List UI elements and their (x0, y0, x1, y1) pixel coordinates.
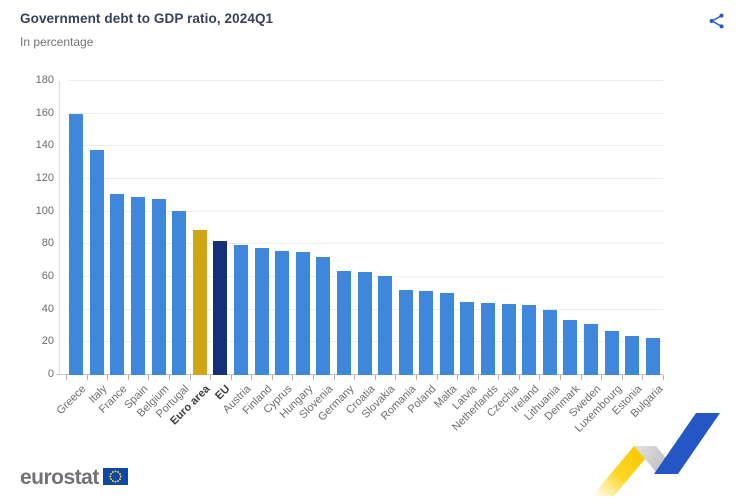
bar-eu[interactable] (213, 241, 228, 375)
chart-subtitle: In percentage (20, 35, 94, 49)
bar-poland[interactable] (419, 290, 434, 375)
x-axis-tick (415, 375, 417, 380)
x-axis-tick (107, 375, 109, 380)
share-nodes-icon (707, 13, 727, 34)
bar-belgium[interactable] (151, 198, 166, 375)
x-axis-tick (518, 375, 520, 380)
x-axis-tick (66, 375, 67, 380)
x-axis-tick (436, 375, 438, 380)
x-axis-tick (333, 375, 335, 380)
gridline (68, 145, 663, 147)
x-axis-tick (601, 375, 603, 380)
bar-slovenia[interactable] (316, 257, 331, 375)
bar-hungary[interactable] (295, 252, 310, 375)
eurostat-logo[interactable]: eurostat (20, 466, 128, 490)
bar-estonia[interactable] (625, 336, 640, 375)
x-axis-tick (292, 375, 294, 380)
x-axis-tick (621, 375, 623, 380)
x-axis-tick (663, 375, 664, 380)
y-axis-tick-label: 160 (35, 106, 54, 119)
y-axis-tick-label: 60 (41, 270, 54, 282)
bar-lithuania[interactable] (542, 309, 557, 375)
bar-slovakia[interactable] (378, 275, 393, 375)
y-axis-tick-label: 180 (35, 74, 54, 86)
y-axis-tick-label: 0 (47, 368, 54, 380)
bar-malta[interactable] (439, 292, 454, 375)
x-axis-tick (251, 375, 253, 380)
bar-greece[interactable] (69, 114, 84, 375)
x-axis-tick (642, 375, 644, 380)
bar-germany[interactable] (336, 271, 351, 375)
gridline (68, 178, 663, 179)
plot-area: 0 20 40 60 80 100 120 140 160 180 Greece Italy Franc… (36, 75, 666, 435)
bar-cyprus[interactable] (275, 251, 290, 375)
x-axis-tick (457, 375, 459, 380)
bar-croatia[interactable] (357, 271, 372, 375)
bar-latvia[interactable] (460, 302, 475, 375)
bar-czechia[interactable] (501, 303, 516, 375)
x-axis-tick (313, 375, 315, 380)
y-axis-tick-label: 140 (35, 139, 54, 152)
gridline (68, 80, 663, 81)
bar-bulgaria[interactable] (645, 337, 660, 375)
y-axis-line (59, 81, 60, 375)
bar-romania[interactable] (398, 290, 413, 375)
y-axis-tick-label: 20 (41, 335, 54, 348)
page-title: Government debt to GDP ratio, 2024Q1 (20, 11, 274, 26)
eurostat-ribbon-graphic (590, 384, 740, 504)
bar-ireland[interactable] (522, 304, 537, 375)
x-axis-tick (210, 375, 212, 380)
y-axis-tick-label: 80 (41, 237, 54, 250)
x-axis-tick (580, 375, 582, 380)
bar-france[interactable] (110, 194, 125, 375)
bar-spain[interactable] (131, 197, 146, 375)
x-axis-tick (168, 375, 170, 380)
bar-euro-area[interactable] (192, 230, 207, 375)
gridline (68, 243, 663, 245)
gridline (68, 210, 663, 212)
x-axis-tick (477, 375, 479, 380)
bar-italy[interactable] (89, 150, 104, 375)
eu-flag-icon (102, 468, 128, 488)
bar-netherlands[interactable] (481, 303, 496, 375)
x-axis-tick (374, 375, 376, 380)
bar-sweden[interactable] (583, 324, 598, 375)
y-axis-tick-label: 100 (35, 204, 54, 217)
x-axis-tick (86, 375, 88, 380)
eurostat-logo-text: eurostat (20, 466, 99, 489)
x-axis-tick (498, 375, 500, 380)
bar-luxembourg[interactable] (604, 330, 619, 375)
x-axis-tick (560, 375, 562, 380)
x-axis-tick (148, 375, 150, 380)
x-axis-tick (539, 375, 541, 380)
x-axis-tick (395, 375, 397, 380)
x-axis-tick (271, 375, 273, 380)
y-axis-tick-label: 120 (35, 172, 54, 184)
bar-portugal[interactable] (172, 211, 187, 375)
share-button[interactable] (706, 11, 728, 33)
x-axis-tick (230, 375, 232, 380)
bar-denmark[interactable] (563, 320, 578, 375)
bar-finland[interactable] (254, 247, 269, 375)
y-axis-tick-label: 40 (41, 302, 54, 315)
x-axis-tick (354, 375, 356, 380)
x-axis-tick (189, 375, 191, 380)
bar-austria[interactable] (233, 244, 248, 375)
gridline (68, 112, 663, 114)
x-axis-tick (127, 375, 129, 380)
